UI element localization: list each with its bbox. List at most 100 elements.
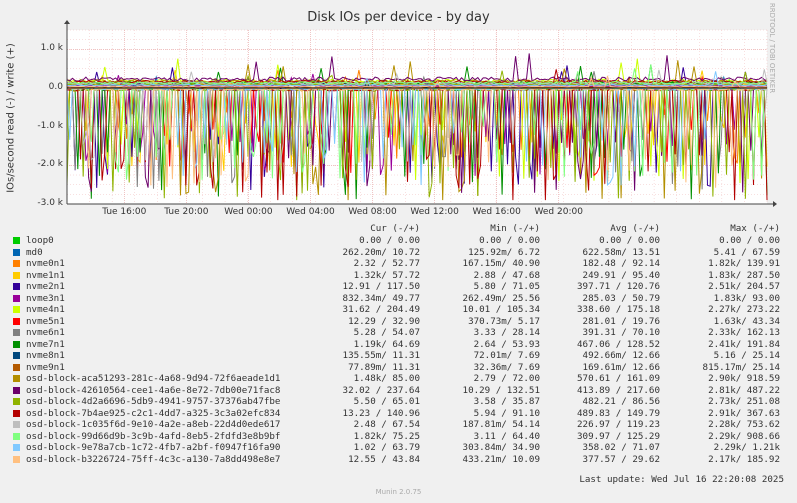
legend-cur-value: 2.32 / 52.77 [353, 258, 420, 269]
legend-min-value: 3.58 / 35.87 [473, 396, 540, 407]
legend-series-name: nvme5n1 [26, 315, 65, 327]
legend-series-name: osd-block-b3226724-75ff-4c3c-a130-7a8dd4… [26, 453, 281, 465]
legend-cur-value: 135.55m/ 11.31 [342, 350, 420, 361]
legend-avg-value: 249.91 / 95.40 [582, 269, 660, 281]
legend-row: osd-block-99d66d9b-3c9b-4afd-8eb5-2fdfd3… [0, 431, 797, 442]
series-write-line [66, 53, 768, 83]
x-tick-label: Wed 08:00 [348, 207, 397, 217]
legend-cur-value: 5.28 / 54.07 [353, 327, 420, 338]
x-tick-label: Wed 12:00 [410, 207, 459, 217]
legend-series-name: osd-block-1c035f6d-9e10-4a2e-a8eb-22d4d0… [26, 419, 281, 430]
legend-min-value: 303.84m/ 34.90 [462, 442, 540, 453]
legend-avg-value: 338.60 / 175.18 [577, 304, 660, 315]
legend-max-value: 2.28k/ 753.62 [708, 419, 780, 430]
legend-series-name: nvme0n1 [26, 258, 65, 269]
legend-min-value: 2.64 / 53.93 [473, 338, 540, 350]
legend-max-value: 0.00 / 0.00 [719, 235, 780, 246]
legend-swatch [13, 283, 20, 290]
legend-series-name: osd-block-4d2a6696-5db9-4941-9757-37376a… [26, 396, 281, 407]
legend-min-value: 370.73m/ 5.17 [468, 315, 540, 327]
legend-avg-value: 391.31 / 70.10 [582, 327, 660, 338]
legend-series-name: nvme3n1 [26, 292, 65, 304]
x-tick-label: Wed 20:00 [534, 207, 583, 217]
legend-swatch [13, 386, 20, 394]
legend-swatch [13, 340, 20, 348]
header-max: Max (-/+) [730, 223, 780, 234]
legend-max-value: 5.16 / 25.14 [713, 350, 780, 361]
legend-max-value: 2.29k/ 908.66 [708, 430, 780, 442]
legend-cur-value: 13.23 / 140.96 [342, 407, 420, 419]
legend-swatch [13, 398, 20, 405]
legend-series-name: nvme4n1 [26, 304, 65, 315]
legend-avg-value: 622.58m/ 13.51 [582, 246, 660, 258]
y-tick-label: -3.0 k [37, 198, 63, 208]
legend-min-value: 167.15m/ 40.90 [462, 258, 540, 269]
legend-avg-value: 226.97 / 119.23 [577, 419, 660, 430]
legend-avg-value: 309.97 / 125.29 [577, 430, 660, 442]
legend-max-value: 2.27k/ 273.22 [708, 304, 780, 315]
legend-swatch [13, 444, 20, 451]
chart-title: Disk IOs per device - by day [307, 10, 490, 25]
legend-swatch [13, 306, 20, 313]
y-axis-arrow [64, 20, 70, 24]
x-tick-label: Wed 16:00 [472, 207, 521, 217]
x-tick-label: Tue 16:00 [102, 207, 147, 217]
legend-row: osd-block-4d2a6696-5db9-4941-9757-37376a… [0, 396, 797, 407]
legend-row: osd-block-9e78a7cb-1c72-4fb7-a2bf-f0947f… [0, 442, 797, 453]
legend-avg-value: 0.00 / 0.00 [599, 235, 660, 246]
legend-avg-value: 397.71 / 120.76 [577, 281, 660, 292]
legend-series-name: osd-block-99d66d9b-3c9b-4afd-8eb5-2fdfd3… [26, 430, 281, 442]
legend-max-value: 1.63k/ 43.34 [713, 315, 780, 327]
legend-min-value: 2.88 / 47.68 [473, 269, 540, 281]
legend-cur-value: 12.55 / 43.84 [348, 453, 420, 465]
legend-min-value: 0.00 / 0.00 [479, 235, 540, 246]
legend-max-value: 1.83k/ 287.50 [708, 269, 780, 281]
legend-series-name: nvme1n1 [26, 269, 65, 281]
legend-series-name: loop0 [26, 235, 54, 246]
legend-cur-value: 1.19k/ 64.69 [353, 338, 420, 350]
legend-cur-value: 262.20m/ 10.72 [342, 246, 420, 258]
header-cur: Cur (-/+) [370, 223, 420, 234]
legend-series-name: osd-block-42610564-cee1-4a6e-8e72-7db00e… [26, 384, 281, 396]
legend-swatch [13, 432, 20, 440]
legend-cur-value: 832.34m/ 49.77 [342, 292, 420, 304]
legend-avg-value: 182.48 / 92.14 [582, 258, 660, 269]
legend-min-value: 125.92m/ 6.72 [468, 246, 540, 258]
legend-max-value: 2.33k/ 162.13 [708, 327, 780, 338]
legend-series-name: nvme6n1 [26, 327, 65, 338]
x-tick-label: Wed 00:00 [224, 207, 273, 217]
legend-max-value: 2.29k/ 1.21k [713, 442, 780, 453]
legend-min-value: 10.29 / 132.51 [462, 384, 540, 396]
rrdtool-credit: RRDTOOL / TOBI OETIKER [768, 2, 776, 94]
legend-cur-value: 1.48k/ 85.00 [353, 373, 420, 384]
legend-row: nvme5n1 12.29 / 32.90 370.73m/ 5.17 281.01 … [0, 316, 797, 327]
x-tick-label: Wed 04:00 [286, 207, 335, 217]
legend-series-name: nvme8n1 [26, 350, 65, 361]
legend-min-value: 32.36m/ 7.69 [473, 361, 540, 373]
legend-max-value: 2.73k/ 251.08 [708, 396, 780, 407]
legend-swatch [13, 317, 20, 325]
legend-avg-value: 570.61 / 161.09 [577, 373, 660, 384]
legend-swatch [13, 237, 20, 244]
legend-row: md0 262.20m/ 10.72 125.92m/ 6.72 622.58m/ 1… [0, 247, 797, 258]
legend-avg-value: 358.02 / 71.07 [582, 442, 660, 453]
legend-swatch [13, 352, 20, 359]
legend-min-value: 5.80 / 71.05 [473, 281, 540, 292]
series-read-line [66, 87, 768, 188]
legend-row: nvme2n1 12.91 / 117.50 5.80 / 71.05 397.71 … [0, 281, 797, 292]
legend-row: nvme8n1 135.55m/ 11.31 72.01m/ 7.69 492.66m… [0, 350, 797, 361]
legend-series-name: osd-block-aca51293-281c-4a68-9d94-72f6ae… [26, 373, 281, 384]
series-write-line [66, 64, 768, 85]
y-tick-label: 0.0 [48, 82, 63, 92]
legend-min-value: 187.81m/ 54.14 [462, 419, 540, 430]
legend-row: nvme7n1 1.19k/ 64.69 2.64 / 53.93 467.06 / … [0, 339, 797, 350]
legend-min-value: 5.94 / 91.10 [473, 407, 540, 419]
legend-min-value: 2.79 / 72.00 [473, 373, 540, 384]
legend-swatch [13, 248, 20, 256]
y-tick-label: -1.0 k [37, 120, 63, 131]
series-write-line [66, 71, 768, 87]
legend-cur-value: 32.02 / 237.64 [342, 384, 420, 396]
x-tick-label: Tue 20:00 [164, 207, 209, 217]
legend-swatch [13, 421, 20, 428]
legend-min-value: 3.11 / 64.40 [473, 430, 540, 442]
